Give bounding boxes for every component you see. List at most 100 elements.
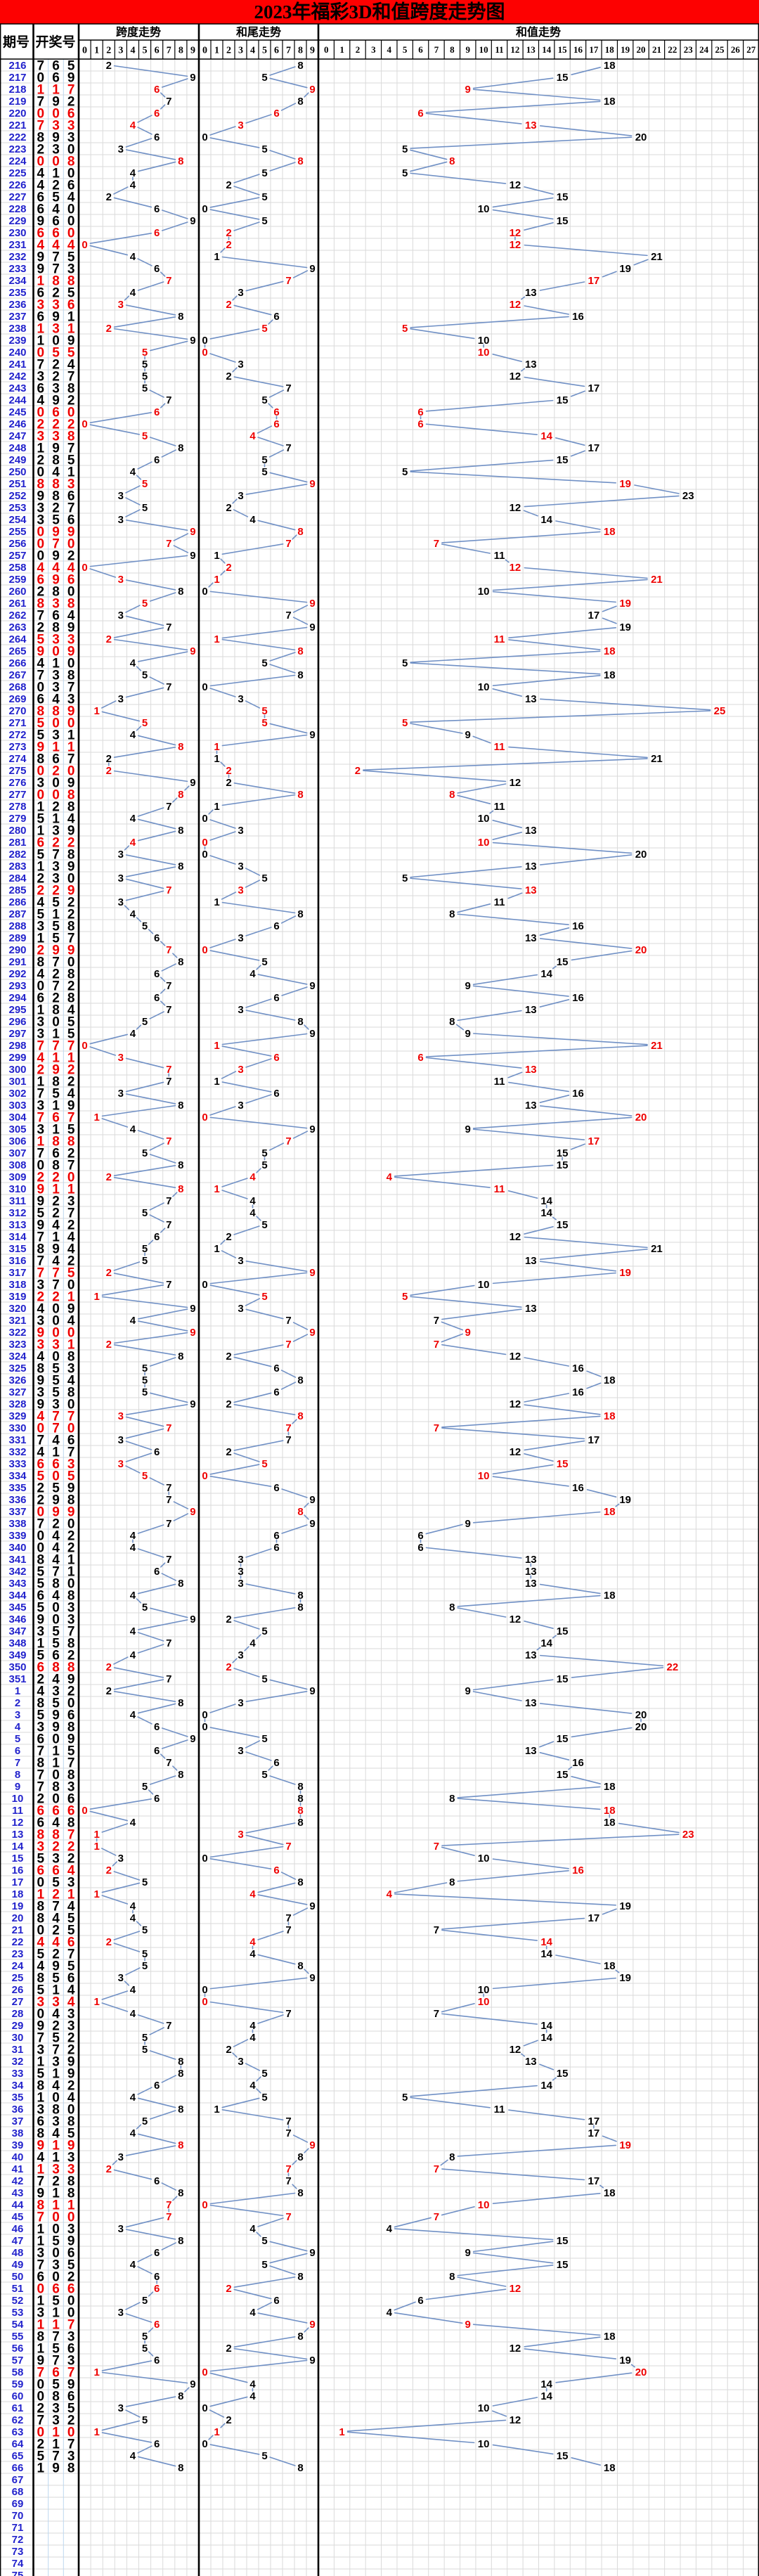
trend-value-label: 8	[297, 1602, 303, 1614]
draw-digit: 9	[67, 704, 75, 719]
trend-segment	[472, 1511, 601, 1524]
draw-digit: 1	[52, 2150, 60, 2165]
period-label: 225	[8, 167, 26, 179]
draw-digit: 5	[37, 1564, 45, 1579]
trend-segment	[221, 626, 308, 639]
trend-value-label: 5	[261, 215, 267, 227]
trend-segment	[149, 1142, 164, 1151]
period-label: 238	[8, 323, 26, 335]
tick-label: 7	[434, 44, 439, 55]
trend-value-label: 12	[510, 371, 521, 382]
table-row: 319 2 2 1	[8, 1289, 74, 1304]
trend-segment	[394, 2301, 416, 2311]
trend-value-label: 3	[118, 299, 124, 311]
draw-digit: 8	[67, 1815, 75, 1830]
table-row: 256 0 7 0	[8, 536, 74, 551]
trend-segment	[425, 423, 538, 436]
tick-label: 16	[573, 44, 583, 55]
trend-segment	[410, 723, 463, 734]
tick-label: 2	[226, 46, 231, 56]
draw-digit: 8	[37, 1971, 45, 1985]
draw-digit: 8	[37, 2078, 45, 2093]
trend-value-label: 0	[82, 1805, 87, 1817]
trend-segment	[602, 1908, 617, 1915]
table-row: 220 0 0 6	[8, 106, 74, 121]
trend-value-label: 13	[525, 1554, 537, 1566]
draw-digit: 7	[37, 58, 45, 73]
draw-digit: 4	[52, 465, 60, 479]
trend-value-label: 7	[434, 2211, 439, 2223]
trend-value-label: 5	[261, 1159, 267, 1171]
trend-segment	[209, 328, 260, 340]
draw-digit: 8	[67, 919, 75, 934]
tick-label: 1	[94, 46, 99, 56]
trend-segment	[113, 1273, 164, 1284]
draw-digit: 7	[52, 955, 60, 970]
draw-digit: 7	[52, 1409, 60, 1424]
trend-segment	[125, 509, 141, 517]
draw-digit: 5	[52, 1875, 60, 1890]
draw-digit: 4	[37, 895, 45, 910]
table-row: 255 0 9 9	[8, 524, 74, 539]
table-row: 318 3 7 0	[8, 1277, 74, 1292]
draw-digit: 7	[67, 1038, 75, 1053]
table-row: 244 4 9 2	[8, 393, 74, 408]
table-row: 278 1 2 8	[8, 799, 74, 814]
trend-segment	[521, 2053, 526, 2057]
period-label: 347	[8, 1625, 26, 1637]
period-label: 57	[12, 2355, 24, 2366]
trend-value-label: 14	[540, 1207, 552, 1219]
draw-digit: 7	[37, 2413, 45, 2428]
trend-segment	[571, 1727, 632, 1738]
trend-value-label: 8	[297, 1817, 303, 1829]
title-bar	[0, 0, 759, 24]
trend-value-label: 0	[202, 1279, 207, 1291]
period-label: 8	[15, 1769, 20, 1781]
tick-label: 23	[684, 44, 694, 55]
trend-value-label: 9	[465, 1518, 471, 1530]
trend-segment	[410, 161, 448, 172]
table-row: 262 7 6 4	[8, 608, 74, 623]
draw-digit: 0	[52, 106, 60, 121]
draw-digit: 9	[37, 2353, 45, 2368]
draw-digit: 4	[52, 1935, 60, 1950]
draw-digit: 4	[37, 967, 45, 981]
period-label: 6	[15, 1745, 20, 1757]
trend-value-label: 0	[202, 347, 207, 359]
trend-value-label: 8	[297, 2187, 303, 2199]
trend-segment	[137, 2097, 176, 2108]
draw-column-header: 开奖号	[35, 34, 75, 50]
draw-digit: 0	[67, 1576, 75, 1591]
table-row: 270 8 8 9	[8, 704, 74, 719]
draw-digit: 0	[52, 1732, 60, 1746]
trend-value-label: 2	[226, 239, 231, 251]
trend-segment	[125, 304, 176, 316]
draw-digit: 5	[52, 513, 60, 527]
trend-value-label: 13	[525, 1697, 537, 1709]
draw-digit: 9	[67, 823, 75, 838]
trend-value-label: 16	[572, 920, 584, 932]
trend-segment	[245, 998, 272, 1008]
draw-digit: 8	[67, 273, 75, 288]
trend-segment	[472, 2324, 601, 2336]
draw-digit: 3	[67, 2007, 75, 2021]
trend-value-label: 7	[166, 538, 171, 550]
draw-digit: 0	[37, 1505, 45, 1519]
trend-segment	[615, 1969, 620, 1973]
trend-value-label: 22	[666, 1661, 678, 1673]
trend-segment	[245, 1094, 272, 1104]
draw-digit: 6	[52, 608, 60, 623]
draw-digit: 1	[37, 333, 45, 348]
trend-value-label: 2	[226, 1614, 231, 1625]
draw-digit: 7	[52, 2449, 60, 2464]
trend-segment	[149, 676, 164, 685]
trend-segment	[492, 1476, 569, 1487]
trend-value-label: 7	[166, 1135, 171, 1147]
draw-digit: 0	[67, 1170, 75, 1185]
trend-value-label: 2	[106, 323, 112, 335]
trend-value-label: 9	[465, 84, 471, 96]
trend-segment	[221, 256, 308, 269]
trend-segment	[552, 965, 557, 970]
trend-value-label: 19	[619, 1267, 631, 1279]
